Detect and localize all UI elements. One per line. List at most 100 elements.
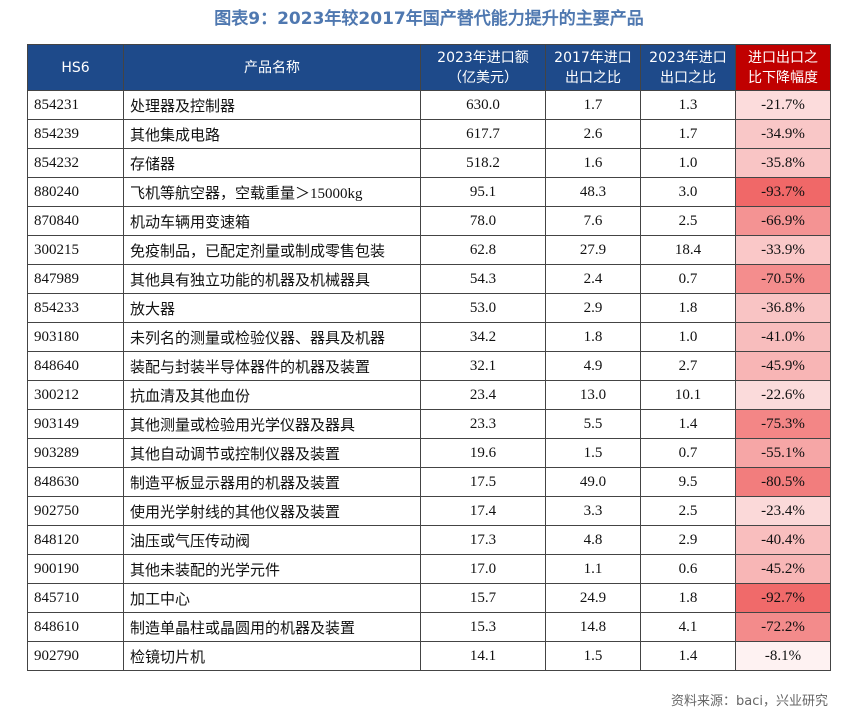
table-cell: 7.6 bbox=[545, 206, 641, 236]
table-cell: 900190 bbox=[27, 554, 124, 584]
table-cell: 854232 bbox=[27, 148, 124, 178]
table-cell: 存储器 bbox=[123, 148, 421, 178]
table-cell: 48.3 bbox=[545, 177, 641, 207]
table: HS6 产品名称 2023年进口额 （亿美元） 2017年进口 出口之比 2023年进口… bbox=[27, 44, 831, 671]
table-cell: -72.2% bbox=[735, 612, 831, 642]
table-row: 848610 制造单晶柱或晶圆用的机器及装置 15.3 14.8 4.1 -72.2% bbox=[27, 612, 831, 642]
table-cell: 飞机等航空器，空载重量＞15000kg bbox=[123, 177, 421, 207]
table-cell: -70.5% bbox=[735, 264, 831, 294]
source: 资料来源：baci，兴业研究 bbox=[671, 694, 828, 709]
table-cell: -92.7% bbox=[735, 583, 831, 613]
table-cell: 免疫制品，已配定剂量或制成零售包装 bbox=[123, 235, 421, 265]
table-row: 903180 未列名的测量或检验仪器、器具及机器 34.2 1.8 1.0 -41.0% bbox=[27, 322, 831, 352]
table-cell: 1.7 bbox=[545, 90, 641, 120]
table-cell: 其他集成电路 bbox=[123, 119, 421, 149]
table-cell: 24.9 bbox=[545, 583, 641, 613]
table-cell: 23.4 bbox=[420, 380, 546, 410]
table-row: 848120 油压或气压传动阀 17.3 4.8 2.9 -40.4% bbox=[27, 525, 831, 555]
table-cell: 1.8 bbox=[640, 583, 736, 613]
table-cell: 1.8 bbox=[640, 293, 736, 323]
table-cell: 1.0 bbox=[640, 148, 736, 178]
table-cell: -75.3% bbox=[735, 409, 831, 439]
table-cell: 18.4 bbox=[640, 235, 736, 265]
table-cell: 0.6 bbox=[640, 554, 736, 584]
header-cell: HS6 bbox=[27, 44, 124, 91]
table-row: 848640 装配与封装半导体器件的机器及装置 32.1 4.9 2.7 -45.9% bbox=[27, 351, 831, 381]
title: 图表9：2023年较2017年国产替代能力提升的主要产品 bbox=[214, 9, 644, 29]
table-cell: 880240 bbox=[27, 177, 124, 207]
table-body: 854231 处理器及控制器 630.0 1.7 1.3 -21.7% 854239 其他集成… bbox=[27, 90, 831, 671]
table-cell: -22.6% bbox=[735, 380, 831, 410]
table-cell: 17.4 bbox=[420, 496, 546, 526]
table-row: 870840 机动车辆用变速箱 78.0 7.6 2.5 -66.9% bbox=[27, 206, 831, 236]
table-cell: 加工中心 bbox=[123, 583, 421, 613]
table-cell: 4.8 bbox=[545, 525, 641, 555]
table-cell: 1.7 bbox=[640, 119, 736, 149]
table-row: 903289 其他自动调节或控制仪器及装置 19.6 1.5 0.7 -55.1% bbox=[27, 438, 831, 468]
header-cell: 2017年进口 出口之比 bbox=[545, 44, 641, 91]
table-cell: 0.7 bbox=[640, 264, 736, 294]
table-cell: -35.8% bbox=[735, 148, 831, 178]
table-cell: 1.4 bbox=[640, 409, 736, 439]
table-row: 854233 放大器 53.0 2.9 1.8 -36.8% bbox=[27, 293, 831, 323]
table-cell: 847989 bbox=[27, 264, 124, 294]
table-row: 845710 加工中心 15.7 24.9 1.8 -92.7% bbox=[27, 583, 831, 613]
table-cell: 9.5 bbox=[640, 467, 736, 497]
table-cell: 848630 bbox=[27, 467, 124, 497]
table-cell: 15.7 bbox=[420, 583, 546, 613]
table-cell: 17.0 bbox=[420, 554, 546, 584]
table-cell: 1.3 bbox=[640, 90, 736, 120]
table-row: 854239 其他集成电路 617.7 2.6 1.7 -34.9% bbox=[27, 119, 831, 149]
table-row: 900190 其他未装配的光学元件 17.0 1.1 0.6 -45.2% bbox=[27, 554, 831, 584]
table-cell: 617.7 bbox=[420, 119, 546, 149]
table-cell: 3.0 bbox=[640, 177, 736, 207]
table-cell: 54.3 bbox=[420, 264, 546, 294]
table-cell: -45.2% bbox=[735, 554, 831, 584]
table-cell: 78.0 bbox=[420, 206, 546, 236]
table-cell: 903180 bbox=[27, 322, 124, 352]
table-cell: 2.5 bbox=[640, 206, 736, 236]
table-cell: 2.4 bbox=[545, 264, 641, 294]
table-cell: 62.8 bbox=[420, 235, 546, 265]
table-cell: 1.1 bbox=[545, 554, 641, 584]
table-cell: 17.5 bbox=[420, 467, 546, 497]
table-row: 902790 检镜切片机 14.1 1.5 1.4 -8.1% bbox=[27, 641, 831, 671]
table-cell: 902790 bbox=[27, 641, 124, 671]
table-cell: -41.0% bbox=[735, 322, 831, 352]
table-cell: 抗血清及其他血份 bbox=[123, 380, 421, 410]
table-cell: -21.7% bbox=[735, 90, 831, 120]
table-cell: -8.1% bbox=[735, 641, 831, 671]
table-cell: 630.0 bbox=[420, 90, 546, 120]
table-row: 880240 飞机等航空器，空载重量＞15000kg 95.1 48.3 3.0 -93.… bbox=[27, 177, 831, 207]
table-cell: 装配与封装半导体器件的机器及装置 bbox=[123, 351, 421, 381]
table-row: 300212 抗血清及其他血份 23.4 13.0 10.1 -22.6% bbox=[27, 380, 831, 410]
table-cell: -55.1% bbox=[735, 438, 831, 468]
table-cell: -40.4% bbox=[735, 525, 831, 555]
table-cell: 制造平板显示器用的机器及装置 bbox=[123, 467, 421, 497]
table-row: 854231 处理器及控制器 630.0 1.7 1.3 -21.7% bbox=[27, 90, 831, 120]
table-cell: 53.0 bbox=[420, 293, 546, 323]
table-cell: 870840 bbox=[27, 206, 124, 236]
table-cell: 0.7 bbox=[640, 438, 736, 468]
table-row: 847989 其他具有独立功能的机器及机械器具 54.3 2.4 0.7 -70.5% bbox=[27, 264, 831, 294]
table-cell: 17.3 bbox=[420, 525, 546, 555]
table-cell: 2.6 bbox=[545, 119, 641, 149]
table-row: 848630 制造平板显示器用的机器及装置 17.5 49.0 9.5 -80.5% bbox=[27, 467, 831, 497]
table-cell: 903289 bbox=[27, 438, 124, 468]
table-cell: 848120 bbox=[27, 525, 124, 555]
table-cell: 854233 bbox=[27, 293, 124, 323]
table-cell: 300215 bbox=[27, 235, 124, 265]
table-cell: 制造单晶柱或晶圆用的机器及装置 bbox=[123, 612, 421, 642]
table-cell: 2.9 bbox=[640, 525, 736, 555]
table-cell: 未列名的测量或检验仪器、器具及机器 bbox=[123, 322, 421, 352]
table-cell: -66.9% bbox=[735, 206, 831, 236]
table-cell: 13.0 bbox=[545, 380, 641, 410]
table-cell: 检镜切片机 bbox=[123, 641, 421, 671]
table-row: 902750 使用光学射线的其他仪器及装置 17.4 3.3 2.5 -23.4% bbox=[27, 496, 831, 526]
table-cell: 机动车辆用变速箱 bbox=[123, 206, 421, 236]
table-cell: 其他未装配的光学元件 bbox=[123, 554, 421, 584]
table-cell: 放大器 bbox=[123, 293, 421, 323]
table-cell: 1.5 bbox=[545, 438, 641, 468]
table-cell: 1.8 bbox=[545, 322, 641, 352]
